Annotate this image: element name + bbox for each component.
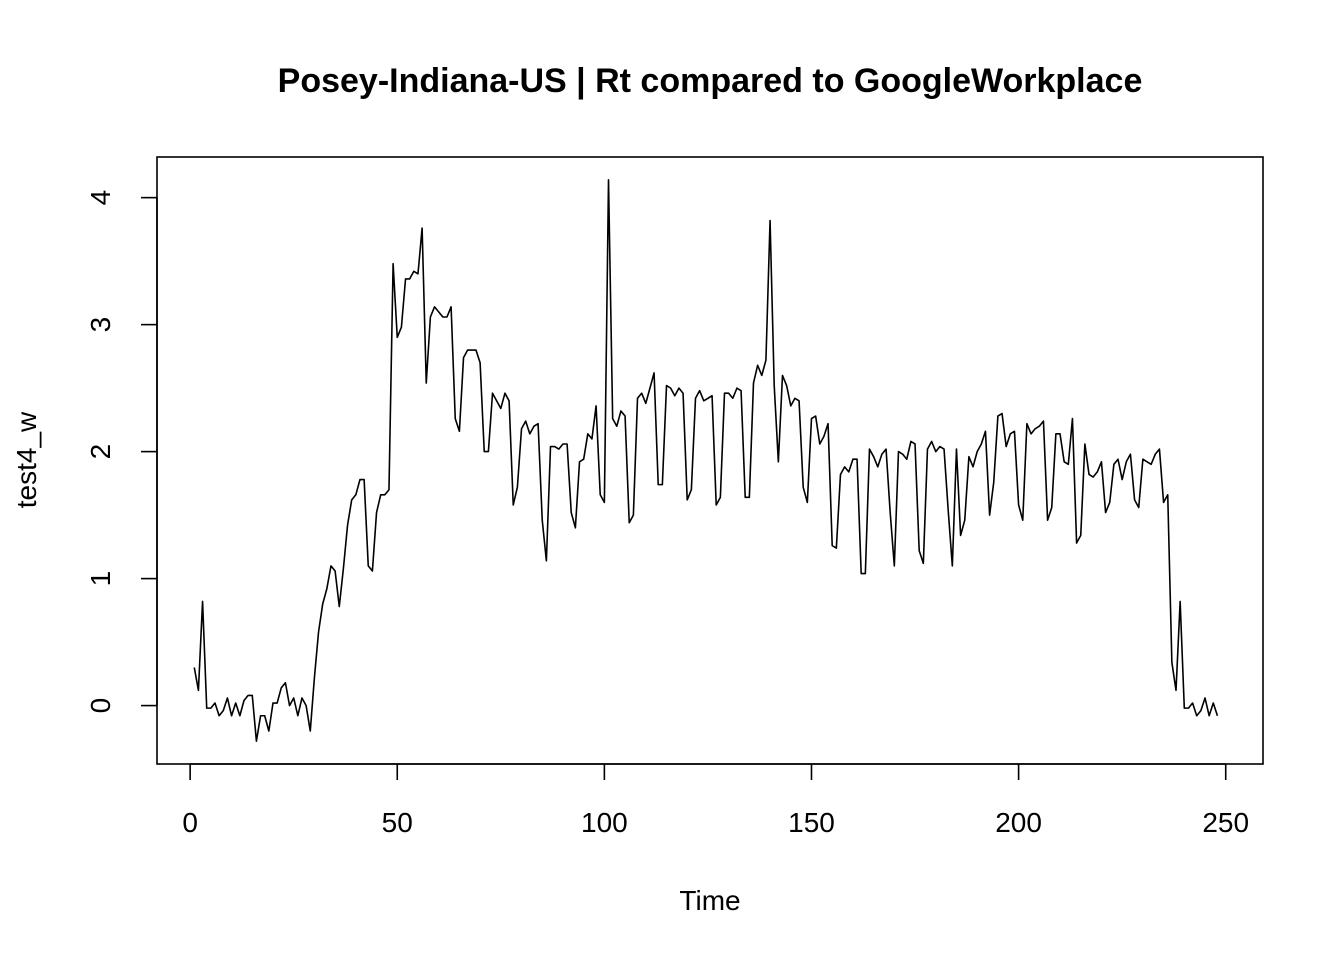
y-tick-label: 4 bbox=[85, 190, 116, 206]
x-tick-label: 200 bbox=[995, 807, 1042, 838]
y-axis: 0 1 2 3 4 bbox=[85, 190, 158, 714]
plot-frame bbox=[156, 156, 1264, 765]
chart-title: Posey-Indiana-US | Rt compared to Google… bbox=[278, 62, 1143, 100]
y-tick-label: 2 bbox=[85, 444, 116, 460]
x-tick-label: 100 bbox=[581, 807, 628, 838]
series-line bbox=[193, 179, 1219, 742]
y-axis-label: test4_w bbox=[11, 411, 42, 508]
y-tick-label: 0 bbox=[85, 698, 116, 714]
x-axis-label: Time bbox=[679, 885, 740, 916]
x-tick-label: 50 bbox=[382, 807, 413, 838]
series-layer bbox=[193, 179, 1219, 742]
x-tick-label: 0 bbox=[182, 807, 198, 838]
x-tick-label: 250 bbox=[1202, 807, 1249, 838]
x-tick-label: 150 bbox=[788, 807, 835, 838]
y-tick-label: 1 bbox=[85, 571, 116, 587]
x-axis: 0 50 100 150 200 250 bbox=[182, 763, 1249, 838]
y-tick-label: 3 bbox=[85, 317, 116, 333]
